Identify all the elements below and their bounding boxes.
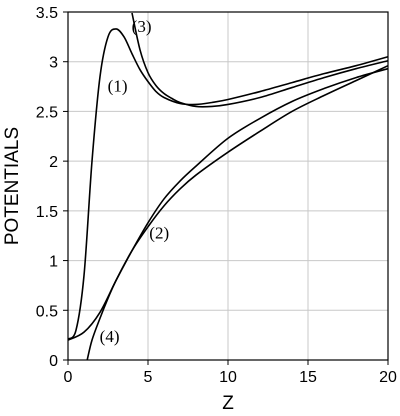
x-tick-label: 0 — [64, 369, 73, 386]
curve-label-3: (3) — [132, 17, 152, 36]
y-tick-label: 0 — [49, 353, 58, 370]
y-tick-label: 1.5 — [36, 204, 58, 221]
series-line-4 — [86, 64, 389, 361]
y-tick-label: 0.5 — [36, 303, 58, 320]
x-tick-label: 5 — [144, 369, 153, 386]
x-tick-label: 10 — [219, 369, 237, 386]
y-tick-label: 3 — [49, 55, 58, 72]
series-line-1 — [67, 28, 389, 340]
x-tick-label: 20 — [379, 369, 397, 386]
y-tick-label: 1 — [49, 254, 58, 271]
series-group — [67, 12, 389, 361]
x-tick-label: 15 — [299, 369, 317, 386]
curve-label-4: (4) — [100, 327, 120, 346]
ticks: 0 5 10 15 20 0 0.5 1 1.5 2 2.5 3 3.5 — [36, 5, 397, 386]
series-line-3 — [131, 12, 389, 108]
curve-labels: (1) (2) (3) (4) — [100, 17, 169, 346]
grid — [68, 12, 388, 360]
y-tick-label: 3.5 — [36, 5, 58, 22]
y-axis-label: POTENTIALS — [2, 127, 23, 245]
series-line-2 — [67, 67, 389, 341]
y-tick-label: 2 — [49, 154, 58, 171]
curve-label-1: (1) — [108, 77, 128, 96]
y-tick-label: 2.5 — [36, 104, 58, 121]
x-axis-label: Z — [222, 393, 234, 414]
curve-label-2: (2) — [149, 224, 169, 243]
